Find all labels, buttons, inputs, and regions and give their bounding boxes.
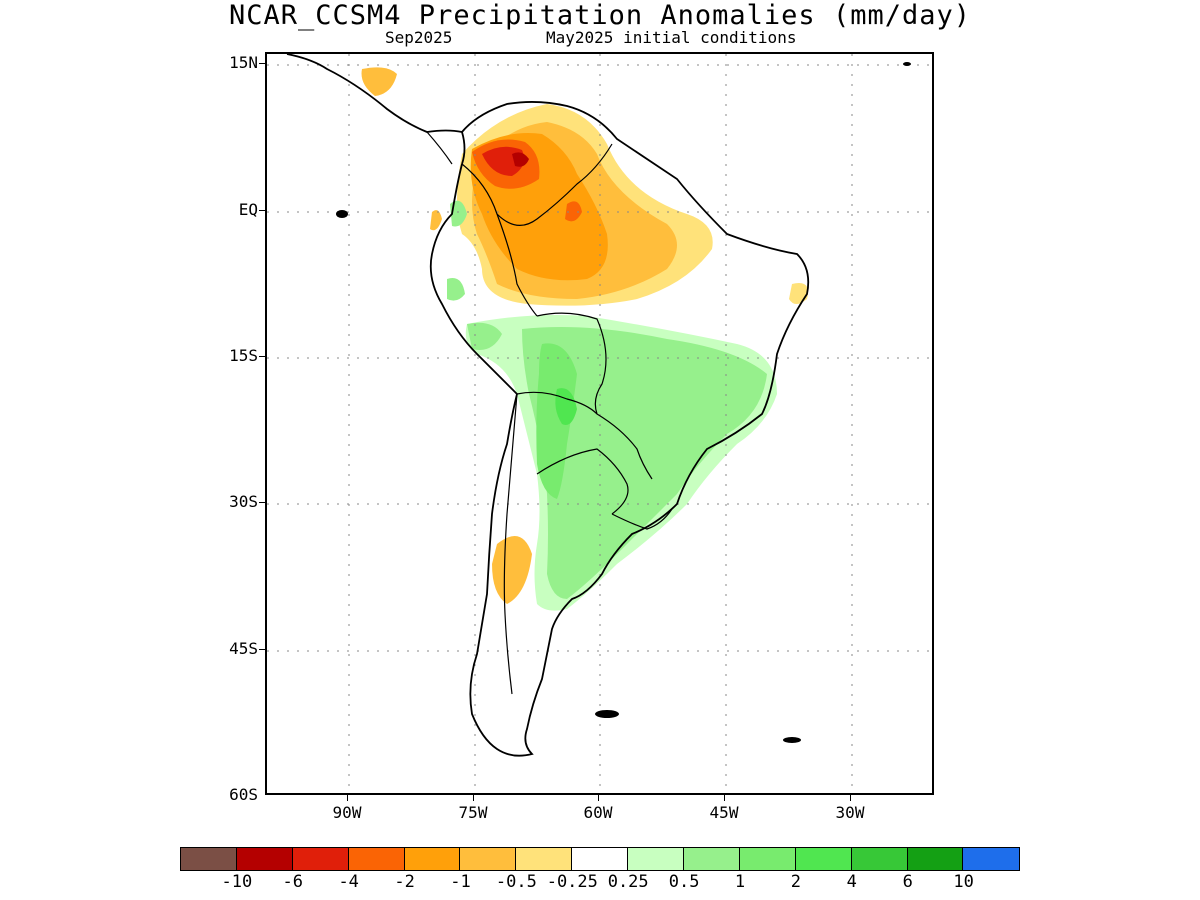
lat-tick [259, 210, 266, 211]
legend-swatch [348, 848, 405, 870]
lat-tick [259, 63, 266, 64]
legend-tick-label: -2 [394, 872, 415, 892]
legend-swatch [516, 848, 573, 870]
lat-label-30s: 30S [229, 492, 258, 511]
lat-label-15n: 15N [229, 53, 258, 72]
legend-swatch [572, 848, 629, 870]
legend-tick-label: -1 [450, 872, 471, 892]
lon-tick [598, 794, 599, 801]
lat-tick [259, 502, 266, 503]
map-panel [265, 52, 934, 795]
islands [336, 62, 911, 743]
country-borders [426, 131, 673, 695]
legend-swatch [739, 848, 796, 870]
legend-tick-label: -0.25 [546, 872, 598, 892]
lat-label-60s: 60S [229, 785, 258, 804]
legend-tick-label: -10 [221, 872, 253, 892]
legend-swatch [292, 848, 349, 870]
lat-tick [259, 649, 266, 650]
lon-tick [473, 794, 474, 801]
lon-label-75w: 75W [458, 803, 488, 822]
legend-tick-label: -6 [282, 872, 304, 892]
legend-tick-label: 0.5 [668, 872, 700, 892]
graticule [267, 54, 932, 793]
legend-swatch [236, 848, 293, 870]
legend-swatch [181, 848, 237, 870]
subtitle-initial-conditions: May2025 initial conditions [546, 28, 797, 47]
subtitle-month: Sep2025 [385, 28, 453, 47]
precipitation-anomaly-map [267, 54, 932, 793]
legend-tick-label: 10 [953, 872, 974, 892]
lon-tick [850, 794, 851, 801]
dry-anomaly-shading [361, 67, 808, 604]
legend-tick-label: 2 [790, 872, 802, 892]
legend-swatch [795, 848, 852, 870]
legend-tick-label: -0.5 [495, 872, 537, 892]
legend-swatch [963, 848, 1020, 870]
legend-tick-label: 4 [846, 872, 857, 892]
lon-label-60w: 60W [583, 803, 613, 822]
lon-label-30w: 30W [835, 803, 865, 822]
legend-swatch [907, 848, 964, 870]
legend-swatch [851, 848, 908, 870]
legend-swatch [684, 848, 740, 870]
lon-tick [347, 794, 348, 801]
legend-swatch [404, 848, 461, 870]
lon-tick [724, 794, 725, 801]
lat-label-15s: 15S [229, 346, 258, 365]
lat-label-eq: EQ [238, 200, 258, 219]
legend-swatch [460, 848, 517, 870]
legend-swatch [628, 848, 685, 870]
color-legend [180, 847, 1021, 871]
lon-label-45w: 45W [709, 803, 739, 822]
legend-tick-label: 6 [902, 872, 913, 892]
lat-tick [259, 356, 266, 357]
wet-anomaly-shading [447, 200, 777, 611]
map-title: NCAR_CCSM4 Precipitation Anomalies (mm/d… [229, 0, 971, 31]
coastline [286, 54, 810, 757]
lat-label-45s: 45S [229, 639, 258, 658]
lon-label-90w: 90W [332, 803, 362, 822]
legend-tick-label: 1 [734, 872, 746, 892]
legend-tick-label: 0.25 [607, 872, 649, 892]
legend-tick-label: -4 [338, 872, 359, 892]
